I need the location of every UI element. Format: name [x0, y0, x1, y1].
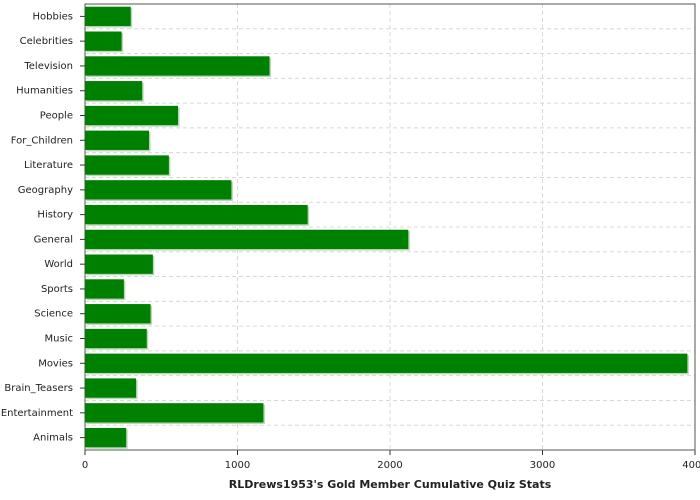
y-tick-label: Animals — [33, 433, 73, 444]
x-tick-label: 4000 — [682, 460, 700, 471]
x-tick-label: 2000 — [377, 460, 402, 471]
bar — [85, 254, 153, 274]
bar — [85, 81, 143, 101]
bar — [85, 155, 169, 175]
bar — [85, 105, 179, 126]
y-tick-label: Science — [34, 309, 73, 320]
y-tick-label: Humanities — [16, 86, 73, 97]
bar — [85, 204, 308, 225]
y-tick-label: Celebrities — [20, 36, 73, 47]
bar — [85, 130, 150, 150]
bar — [85, 229, 409, 250]
bar — [85, 378, 137, 398]
y-tick-label: Music — [45, 334, 73, 345]
bar — [85, 403, 264, 423]
y-tick-label: For_Children — [11, 135, 73, 146]
y-tick-label: World — [44, 259, 73, 270]
y-tick-label: Literature — [24, 160, 73, 171]
y-tick-label: People — [40, 111, 73, 122]
bar — [85, 328, 147, 349]
y-tick-label: Hobbies — [33, 11, 73, 22]
bar — [85, 353, 688, 373]
x-axis-label: RLDrews1953's Gold Member Cumulative Qui… — [229, 478, 552, 491]
bar — [85, 31, 122, 51]
bar — [85, 279, 124, 299]
x-tick-label: 1000 — [225, 460, 250, 471]
bar — [85, 427, 127, 448]
y-tick-label: General — [34, 234, 73, 245]
y-tick-label: History — [37, 210, 73, 221]
y-tick-label: Sports — [41, 284, 73, 295]
y-tick-label: Geography — [18, 185, 73, 196]
y-tick-label: Movies — [38, 358, 73, 369]
bar — [85, 180, 232, 200]
bar — [85, 304, 151, 324]
x-tick-label: 0 — [82, 460, 88, 471]
bar — [85, 6, 131, 27]
y-tick-label: Entertainment — [1, 408, 73, 419]
bar — [85, 56, 270, 76]
plot-frame — [84, 3, 696, 451]
y-tick-label: Brain_Teasers — [4, 383, 73, 394]
x-tick-label: 3000 — [530, 460, 555, 471]
y-tick-label: Television — [23, 61, 73, 72]
